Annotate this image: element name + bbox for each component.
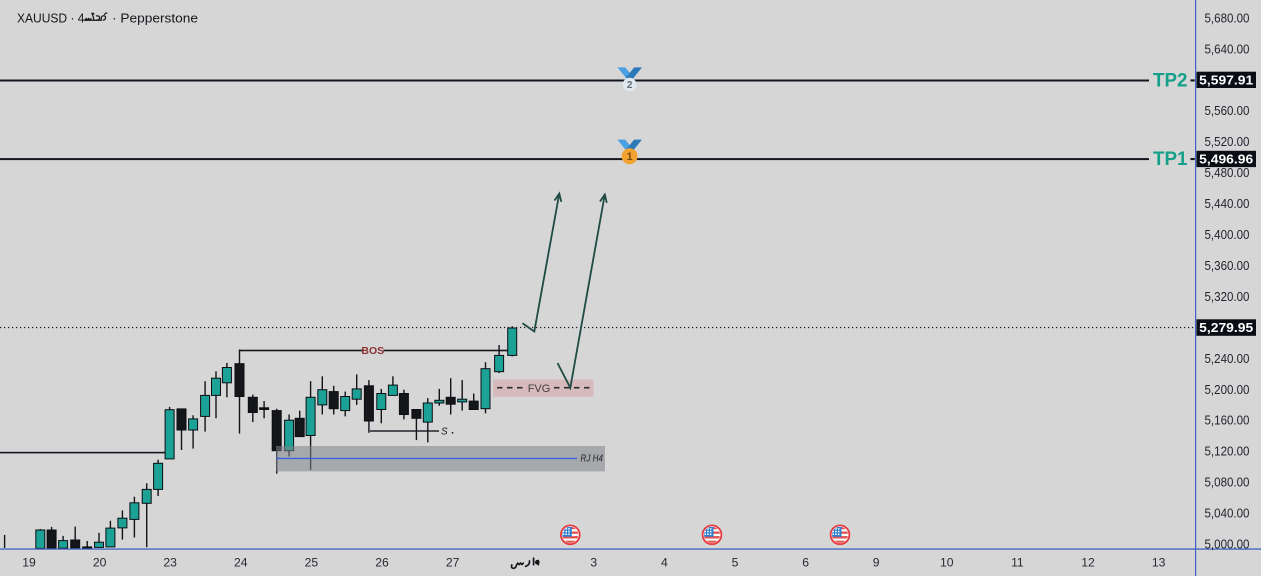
svg-text:12: 12 (1081, 556, 1095, 570)
svg-text:TP1: TP1 (1153, 149, 1188, 170)
svg-text:5,560.00: 5,560.00 (1205, 104, 1250, 118)
svg-text:5,240.00: 5,240.00 (1205, 352, 1250, 366)
svg-text:5,640.00: 5,640.00 (1205, 42, 1250, 56)
svg-text:3: 3 (590, 556, 597, 570)
svg-text:27: 27 (446, 556, 460, 570)
svg-text:5,040.00: 5,040.00 (1205, 507, 1250, 521)
svg-text:5,480.00: 5,480.00 (1205, 166, 1250, 180)
svg-text:5,080.00: 5,080.00 (1205, 476, 1250, 490)
svg-text:11: 11 (1011, 556, 1024, 570)
svg-text:1: 1 (627, 151, 633, 163)
svg-text:5,000.00: 5,000.00 (1205, 538, 1250, 552)
svg-text:5,120.00: 5,120.00 (1205, 445, 1250, 459)
svg-text:9: 9 (873, 556, 880, 570)
svg-text:5,597.91: 5,597.91 (1199, 72, 1253, 87)
svg-text:5: 5 (732, 556, 739, 570)
svg-text:XAUUSD · 4: XAUUSD · 4 (17, 11, 85, 26)
svg-text:19: 19 (22, 556, 36, 570)
svg-text:5,160.00: 5,160.00 (1205, 414, 1250, 428)
svg-text:5,279.95: 5,279.95 (1199, 320, 1253, 335)
svg-text:S: S (441, 426, 448, 437)
svg-text:24: 24 (234, 556, 248, 570)
svg-text:26: 26 (375, 556, 389, 570)
svg-text:5,496.96: 5,496.96 (1199, 151, 1253, 166)
svg-text:5,440.00: 5,440.00 (1205, 197, 1250, 211)
svg-text:4: 4 (661, 556, 668, 570)
svg-text:5,320.00: 5,320.00 (1205, 290, 1250, 304)
svg-text:TP2: TP2 (1153, 70, 1188, 91)
svg-text:5,200.00: 5,200.00 (1205, 383, 1250, 397)
svg-text:23: 23 (163, 556, 177, 570)
svg-text:RJ H4: RJ H4 (581, 454, 604, 465)
svg-text:5,360.00: 5,360.00 (1205, 259, 1250, 273)
svg-text:5,400.00: 5,400.00 (1205, 228, 1250, 242)
svg-text:25: 25 (305, 556, 319, 570)
svg-text:FVG: FVG (528, 383, 551, 395)
svg-text:BOS: BOS (361, 345, 384, 357)
svg-text:13: 13 (1152, 556, 1166, 570)
svg-text:6: 6 (802, 556, 809, 570)
svg-text:20: 20 (93, 556, 107, 570)
svg-text:10: 10 (940, 556, 954, 570)
svg-text:2: 2 (627, 80, 633, 91)
svg-text:5,680.00: 5,680.00 (1205, 11, 1250, 25)
svg-text:· Pepperstone: · Pepperstone (112, 11, 198, 26)
svg-text:5,520.00: 5,520.00 (1205, 135, 1250, 149)
